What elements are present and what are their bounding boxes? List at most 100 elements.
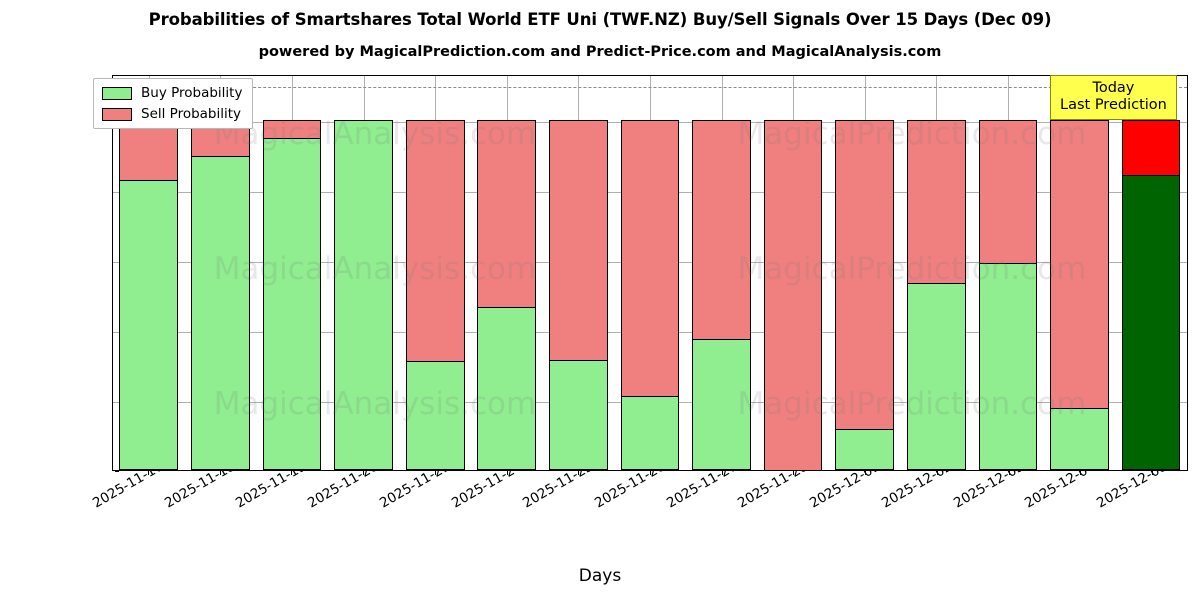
today-annotation-line1: Today: [1092, 80, 1135, 96]
bar-stacked[interactable]: [835, 76, 895, 470]
bar-segment-buy[interactable]: [1121, 175, 1181, 470]
bar-segment-sell[interactable]: [549, 119, 608, 360]
bar-today[interactable]: [1121, 76, 1181, 470]
x-axis-tick-mark: [434, 471, 436, 475]
x-axis-label: Days: [578, 566, 622, 586]
bar-slot: [399, 76, 471, 470]
bar-slot: [901, 76, 973, 470]
x-axis-tick-slot: 2025-11-27: [664, 458, 758, 571]
bar-segment-sell[interactable]: [405, 119, 465, 362]
bar-slot: [185, 76, 257, 470]
bar-slot: [471, 76, 543, 470]
bar-segment-buy[interactable]: [835, 428, 895, 470]
today-annotation-line2: Last Prediction: [1060, 97, 1167, 114]
x-axis-tick-mark: [865, 471, 867, 475]
bar-segment-buy[interactable]: [1050, 407, 1109, 470]
x-axis-tick-mark: [291, 471, 293, 475]
x-axis-tick-slot: 2025-11-26: [592, 458, 686, 571]
bar-slot: [614, 76, 686, 470]
x-axis-tick-mark: [219, 471, 221, 475]
legend-swatch: [102, 86, 132, 100]
legend-item[interactable]: Sell Probability: [102, 106, 242, 122]
bar-stacked[interactable]: [978, 76, 1038, 470]
bar-segment-buy[interactable]: [119, 180, 179, 470]
bar-segment-sell[interactable]: [1121, 119, 1181, 176]
x-axis-tick-mark: [1080, 471, 1082, 475]
bar-segment-buy[interactable]: [405, 361, 465, 470]
x-axis-tick-mark: [578, 471, 580, 475]
bar-segment-buy[interactable]: [334, 119, 393, 470]
bar-slot: [1115, 76, 1187, 470]
bar-slot: [1044, 76, 1116, 470]
x-axis-tick-slot: 2025-12-04: [1022, 458, 1117, 571]
chart-title: Probabilities of Smartshares Total World…: [148, 10, 1052, 29]
x-axis-tick-mark: [363, 471, 365, 475]
dashed-reference-line: [113, 86, 1187, 88]
legend-item[interactable]: Buy Probability: [102, 85, 242, 101]
bar-segment-buy[interactable]: [692, 338, 751, 470]
plot-area: MagicalAnalysis.comMagicalPrediction.com…: [112, 75, 1188, 471]
bar-slot: [328, 76, 400, 470]
bar-segment-sell[interactable]: [620, 119, 680, 396]
bar-segment-sell[interactable]: [763, 119, 823, 470]
x-axis-tick-slot: 2025-12-01: [807, 458, 901, 571]
x-axis-tick-slot: 2025-11-21: [377, 458, 471, 571]
bar-series-container: [113, 76, 1187, 470]
x-axis-tick-slot: 2025-11-24: [449, 458, 543, 571]
bar-segment-buy[interactable]: [262, 138, 322, 470]
bar-segment-buy[interactable]: [978, 262, 1038, 470]
bar-stacked[interactable]: [119, 76, 179, 470]
bar-stacked[interactable]: [906, 76, 966, 470]
x-axis-tick-slot: 2025-11-19: [233, 458, 327, 571]
chart-subtitle: powered by MagicalPrediction.com and Pre…: [258, 44, 942, 60]
x-axis-tick-mark: [793, 471, 795, 475]
legend-swatch: [102, 107, 132, 121]
bar-stacked[interactable]: [692, 76, 751, 470]
bar-segment-sell[interactable]: [1050, 119, 1109, 408]
bar-segment-sell[interactable]: [835, 119, 895, 429]
bar-slot: [757, 76, 829, 470]
bar-stacked[interactable]: [620, 76, 680, 470]
bar-slot: [829, 76, 901, 470]
bar-stacked[interactable]: [334, 76, 393, 470]
bar-slot: [686, 76, 758, 470]
bar-stacked[interactable]: [1050, 76, 1109, 470]
bar-segment-buy[interactable]: [549, 359, 608, 470]
bar-stacked[interactable]: [262, 76, 322, 470]
x-axis-tick-mark: [1008, 471, 1010, 475]
x-axis-tick-slot: 2025-11-18: [162, 458, 256, 571]
bar-stacked[interactable]: [405, 76, 465, 470]
bar-segment-sell[interactable]: [692, 119, 751, 339]
x-axis-tick-slot: 2025-12-08: [1094, 458, 1188, 571]
x-axis-ticks: 2025-11-17 2025-11-18 2025-11-19 2025-11-20…: [90, 458, 1188, 571]
chart-legend: Buy Probability Sell Probability: [93, 78, 254, 129]
bar-stacked[interactable]: [763, 76, 823, 470]
bar-segment-buy[interactable]: [191, 156, 250, 470]
x-axis-tick-slot: 2025-11-17: [90, 458, 184, 571]
x-axis-tick-slot: 2025-11-20: [305, 458, 399, 571]
x-axis-tick-mark: [506, 471, 508, 475]
x-axis-tick-slot: 2025-11-25: [520, 458, 614, 571]
bar-stacked[interactable]: [549, 76, 608, 470]
bar-segment-buy[interactable]: [906, 282, 966, 470]
today-annotation-box: Today Last Prediction: [1050, 75, 1177, 121]
x-axis-tick-mark: [147, 471, 149, 475]
bar-stacked[interactable]: [477, 76, 537, 470]
y-axis-tick-mark: [115, 471, 119, 472]
bar-slot: [113, 76, 185, 470]
bar-segment-buy[interactable]: [477, 307, 537, 470]
bar-slot: [543, 76, 615, 470]
bar-segment-sell[interactable]: [906, 119, 966, 283]
bar-segment-sell[interactable]: [477, 119, 537, 308]
legend-label: Sell Probability: [141, 106, 242, 122]
bar-stacked[interactable]: [191, 76, 250, 470]
bar-segment-sell[interactable]: [978, 119, 1038, 263]
bar-segment-sell[interactable]: [262, 119, 322, 139]
bar-slot: [972, 76, 1044, 470]
x-axis-tick-slot: 2025-11-28: [735, 458, 830, 571]
x-axis-tick-slot: 2025-12-03: [951, 458, 1045, 571]
x-axis-tick-mark: [650, 471, 651, 475]
bar-segment-buy[interactable]: [620, 395, 680, 470]
x-axis-tick-mark: [1152, 471, 1154, 475]
